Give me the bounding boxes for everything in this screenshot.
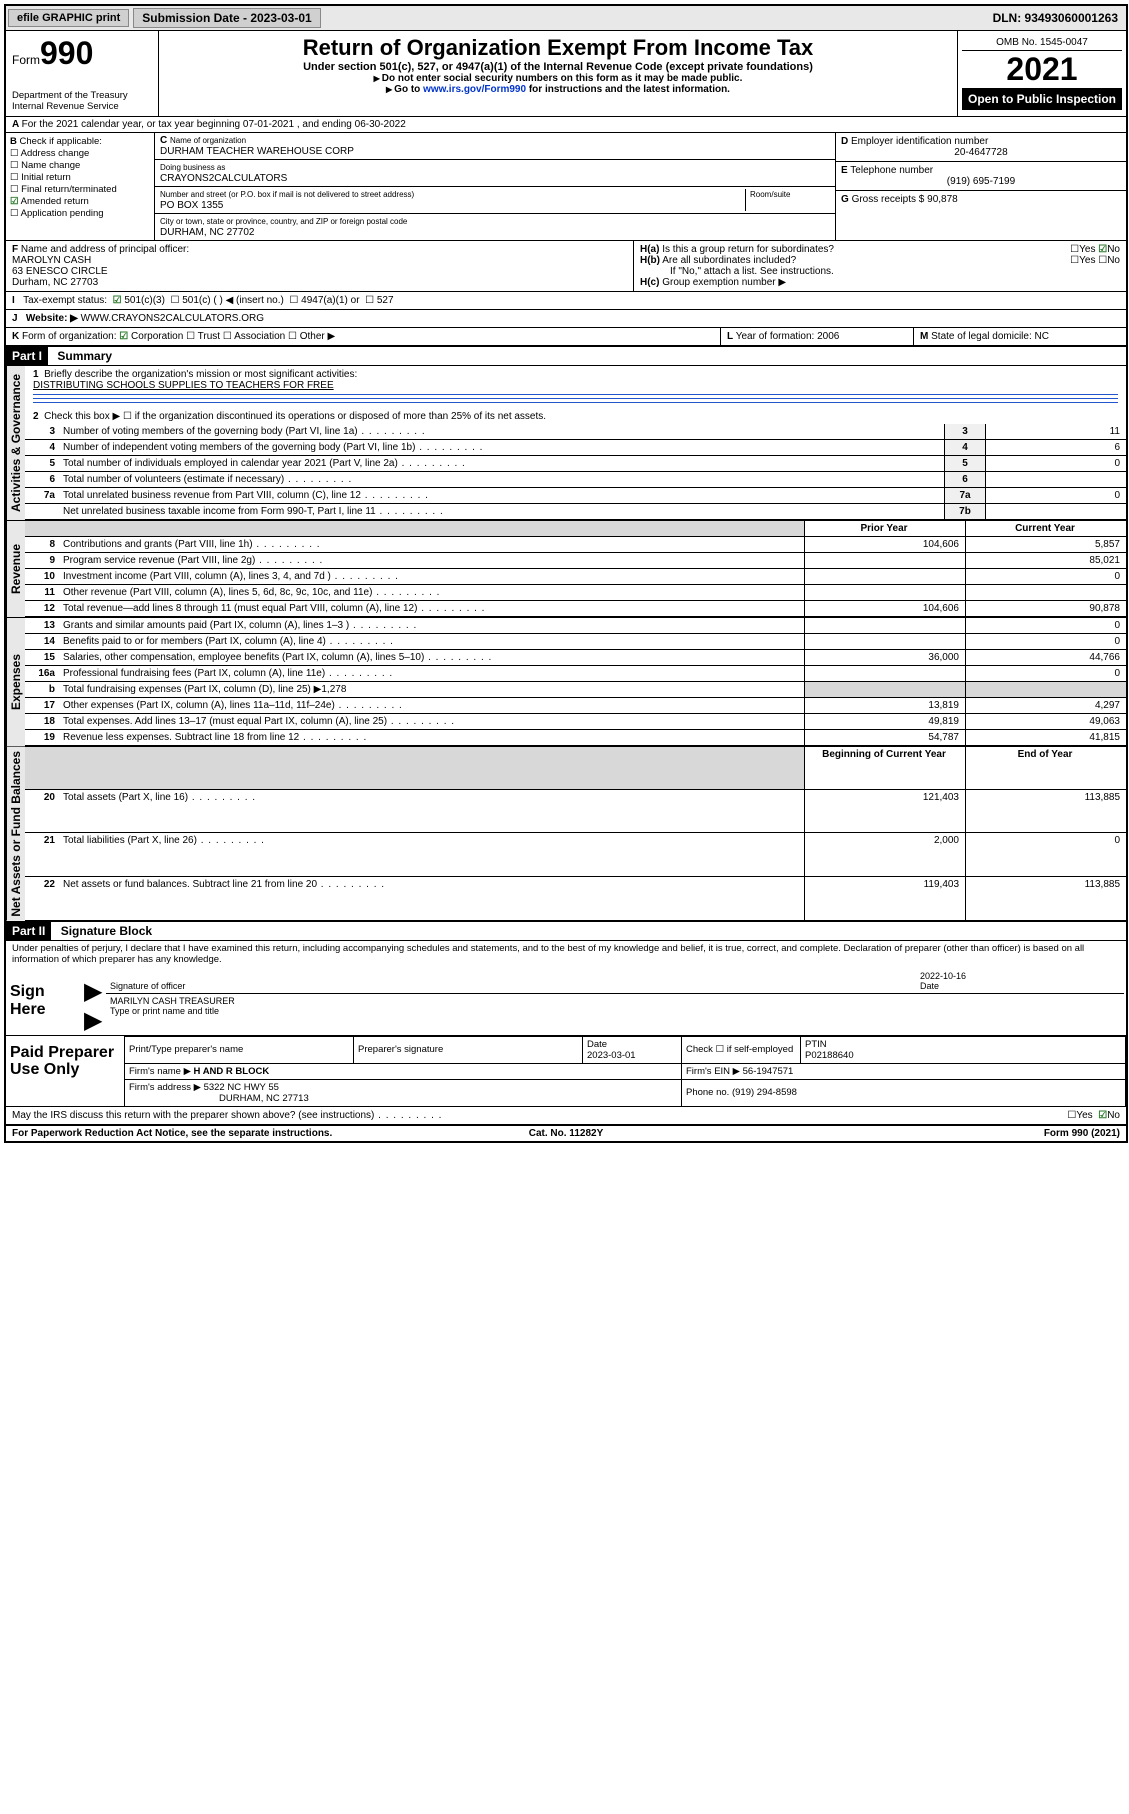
section-k-l-m: K Form of organization: ☑ Corporation ☐ … [6,328,1126,346]
cb-final-return[interactable]: ☐ Final return/terminated [10,184,150,195]
open-to-public: Open to Public Inspection [962,88,1122,110]
cb-initial-return[interactable]: ☐ Initial return [10,172,150,183]
section-b: B Check if applicable: ☐ Address change … [6,133,155,240]
officer-addr1: 63 ENESCO CIRCLE [12,266,108,277]
tab-expenses: Expenses [6,618,25,746]
signer-name: MARILYN CASH TREASURER [110,996,235,1006]
form-subtitle: Under section 501(c), 527, or 4947(a)(1)… [163,61,953,73]
governance-table: 3Number of voting members of the governi… [25,424,1126,520]
website: WWW.CRAYONS2CALCULATORS.ORG [81,313,264,324]
irs-label: Internal Revenue Service [12,101,152,112]
expenses-block: Expenses 13Grants and similar amounts pa… [6,617,1126,746]
tab-net-assets: Net Assets or Fund Balances [6,747,25,921]
paid-preparer-block: Paid Preparer Use Only Print/Type prepar… [6,1036,1126,1107]
section-c: C Name of organization DURHAM TEACHER WA… [155,133,835,240]
form-title: Return of Organization Exempt From Incom… [163,35,953,61]
netassets-block: Net Assets or Fund Balances Beginning of… [6,746,1126,921]
part-2-header: Part II Signature Block [6,921,1126,941]
mission: DISTRIBUTING SCHOOLS SUPPLIES TO TEACHER… [33,380,334,391]
line-a: A For the 2021 calendar year, or tax yea… [6,117,1126,133]
tab-governance: Activities & Governance [6,366,25,520]
city: DURHAM, NC 27702 [160,227,254,238]
ein: 20-4647728 [841,147,1121,158]
sign-here-block: Sign Here ▶▶ Signature of officer 2022-1… [6,967,1126,1036]
section-d-e-g: D Employer identification number 20-4647… [835,133,1126,240]
tab-revenue: Revenue [6,521,25,617]
section-j: J Website: ▶ WWW.CRAYONS2CALCULATORS.ORG [6,310,1126,328]
governance-block: Activities & Governance 1 Briefly descri… [6,366,1126,520]
form-number: Form990 [12,35,152,72]
may-discuss: May the IRS discuss this return with the… [6,1107,1126,1126]
ssn-warning: Do not enter social security numbers on … [163,73,953,84]
irs-link[interactable]: www.irs.gov/Form990 [423,84,526,95]
section-b-through-g: B Check if applicable: ☐ Address change … [6,133,1126,241]
cb-name-change[interactable]: ☐ Name change [10,160,150,171]
efile-print-button[interactable]: efile GRAPHIC print [8,9,129,27]
perjury-declaration: Under penalties of perjury, I declare th… [6,941,1126,967]
part-1-header: Part I Summary [6,346,1126,366]
form-990-page: efile GRAPHIC print Submission Date - 20… [4,4,1128,1143]
top-toolbar: efile GRAPHIC print Submission Date - 20… [6,6,1126,31]
officer-addr2: Durham, NC 27703 [12,277,98,288]
ptin: P02188640 [805,1050,854,1061]
dln-label: DLN: 93493060001263 [993,11,1126,25]
revenue-table: Prior YearCurrent Year8Contributions and… [25,521,1126,617]
org-name: DURHAM TEACHER WAREHOUSE CORP [160,146,354,157]
netassets-table: Beginning of Current YearEnd of Year20To… [25,747,1126,921]
section-f-h: F Name and address of principal officer:… [6,241,1126,292]
phone: (919) 695-7199 [841,176,1121,187]
cb-application-pending[interactable]: ☐ Application pending [10,208,150,219]
dba: CRAYONS2CALCULATORS [160,173,287,184]
gross-receipts: 90,878 [927,194,958,205]
revenue-block: Revenue Prior YearCurrent Year8Contribut… [6,520,1126,617]
form-header: Form990 Department of the Treasury Inter… [6,31,1126,117]
officer-name: MAROLYN CASH [12,255,91,266]
section-i: I Tax-exempt status: ☑ 501(c)(3) ☐ 501(c… [6,292,1126,310]
goto-link-line: Go to www.irs.gov/Form990 for instructio… [163,84,953,95]
cb-amended-return[interactable]: ☑ Amended return [10,196,150,207]
dept-treasury: Department of the Treasury [12,90,152,101]
tax-year: 2021 [962,51,1122,88]
submission-date: Submission Date - 2023-03-01 [133,8,320,28]
omb-number: OMB No. 1545-0047 [962,35,1122,51]
page-footer: For Paperwork Reduction Act Notice, see … [6,1126,1126,1141]
expenses-table: 13Grants and similar amounts paid (Part … [25,618,1126,746]
cb-address-change[interactable]: ☐ Address change [10,148,150,159]
street: PO BOX 1355 [160,200,223,211]
